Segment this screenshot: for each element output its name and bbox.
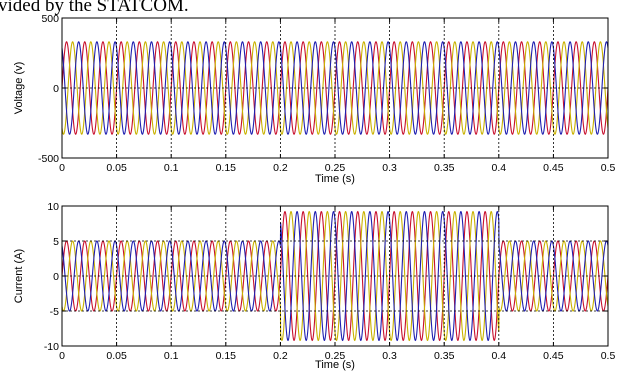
x-tick-label: 0.4 [491,162,506,174]
y-axis-label: Voltage (v) [13,62,25,115]
x-tick-label: 0.15 [216,350,237,362]
x-tick-label: 0.1 [164,350,179,362]
caption-text: vided by the STATCOM. [0,0,189,16]
x-tick-label: 0.4 [491,350,506,362]
x-tick-label: 0.3 [382,350,397,362]
x-tick-label: 0.15 [216,162,237,174]
y-tick-label: 10 [47,201,59,213]
y-tick-label: 0 [53,271,59,283]
x-tick-label: 0.45 [543,350,564,362]
y-tick-label: -5 [50,306,59,318]
y-axis-label: Current (A) [13,249,25,303]
x-tick-label: 0.2 [273,162,288,174]
x-tick-label: 0.3 [382,162,397,174]
x-tick-label: 0.05 [106,162,127,174]
x-tick-label: 0.5 [601,162,616,174]
y-tick-label: -500 [38,153,59,165]
x-tick-label: 0.45 [543,162,564,174]
y-tick-label: 5 [53,236,59,248]
x-tick-label: 0.5 [601,350,616,362]
x-tick-label: 0.25 [325,162,346,174]
y-tick-label: 500 [41,13,59,25]
chart-panel-2: 0 0.05 0.1 0.15 0.2 0.25 0.3 0.35 0.4 0.45 0.5 -10 -… [13,201,615,371]
x-tick-label: 0.35 [434,350,455,362]
x-axis-label: Time (s) [315,173,355,185]
x-tick-label: 0.35 [434,162,455,174]
x-tick-label: 0.1 [164,162,179,174]
x-tick-label: 0 [59,162,65,174]
series-line-3 [62,210,608,342]
x-axis-label: Time (s) [315,359,355,371]
x-tick-label: 0.2 [273,350,288,362]
y-tick-label: 0 [53,83,59,95]
x-tick-label: 0.25 [325,350,346,362]
x-tick-label: 0 [59,350,65,362]
series-line-2 [62,41,608,135]
x-tick-label: 0.05 [106,350,127,362]
chart-panel-1: 0 0.05 0.1 0.15 0.2 0.25 0.3 0.35 0.4 0.45 0.5 -500… [13,13,615,185]
y-tick-label: -10 [44,341,59,353]
